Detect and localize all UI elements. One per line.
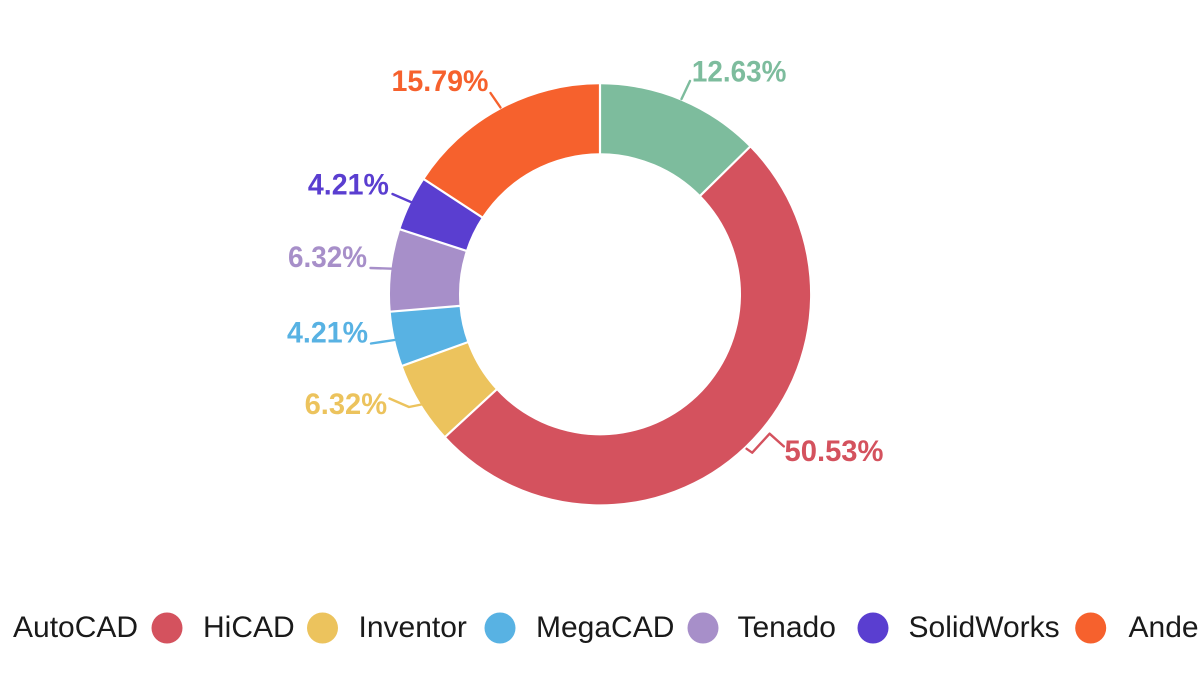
svg-text:AutoCAD: AutoCAD	[13, 611, 138, 644]
svg-text:4.21%: 4.21%	[287, 317, 368, 350]
svg-text:HiCAD: HiCAD	[203, 611, 295, 644]
svg-text:50.53%: 50.53%	[785, 435, 884, 468]
svg-text:Tenado: Tenado	[738, 611, 836, 644]
svg-text:SolidWorks: SolidWorks	[909, 611, 1060, 644]
svg-text:12.63%: 12.63%	[692, 56, 787, 89]
svg-text:6.32%: 6.32%	[288, 241, 367, 274]
svg-text:4.21%: 4.21%	[308, 169, 389, 202]
svg-text:6.32%: 6.32%	[305, 388, 388, 421]
svg-text:MegaCAD: MegaCAD	[536, 611, 674, 644]
svg-text:Inventor: Inventor	[359, 611, 467, 644]
svg-text:15.79%: 15.79%	[392, 65, 489, 98]
svg-text:Andere: Andere	[1129, 611, 1200, 644]
